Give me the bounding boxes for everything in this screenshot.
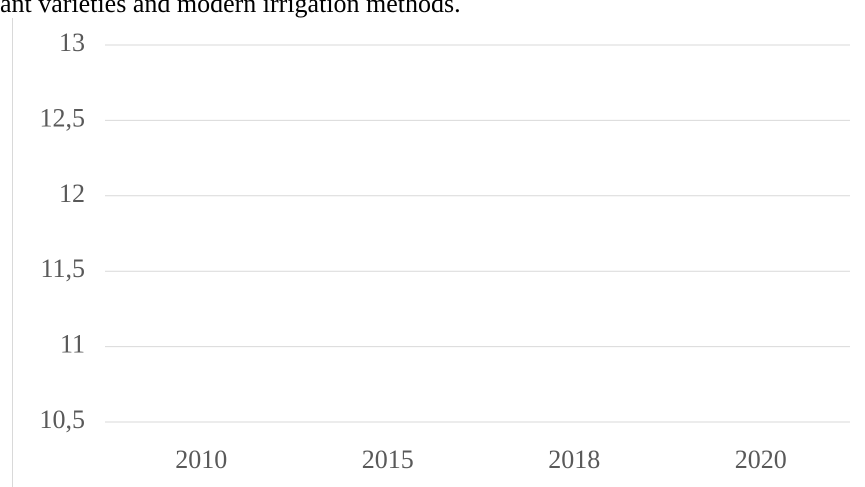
y-tick-label: 11,5 [40, 254, 85, 283]
x-tick-label: 2015 [362, 445, 414, 474]
y-tick-label: 10,5 [40, 405, 86, 434]
text-above: ant varieties and modern irrigation meth… [0, 0, 461, 18]
x-tick-label: 2020 [735, 445, 787, 474]
y-tick-label: 12,5 [40, 103, 86, 132]
y-tick-label: 13 [59, 28, 85, 57]
y-tick-label: 11 [60, 330, 85, 359]
y-tick-label: 12 [59, 179, 85, 208]
x-tick-label: 2018 [548, 445, 600, 474]
x-tick-label: 2010 [175, 445, 227, 474]
